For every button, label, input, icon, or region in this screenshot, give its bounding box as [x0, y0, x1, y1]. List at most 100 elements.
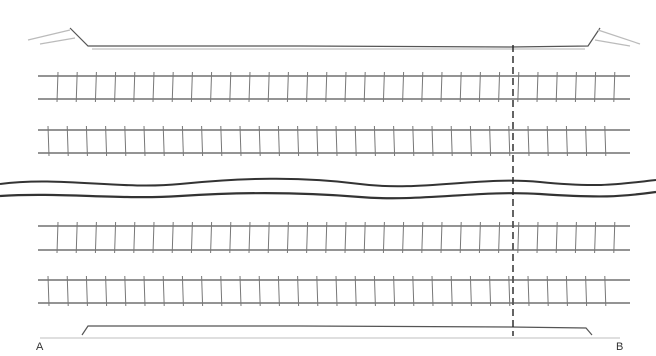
tie	[363, 71, 366, 103]
tie	[286, 221, 289, 254]
tie	[489, 125, 492, 157]
tie	[440, 71, 443, 103]
tie	[239, 275, 242, 307]
tie	[478, 221, 481, 254]
tie	[143, 125, 146, 157]
tie	[85, 125, 88, 157]
tie	[517, 71, 520, 103]
tie	[229, 221, 232, 254]
tie	[546, 125, 549, 157]
tie	[306, 71, 309, 103]
tie	[498, 71, 501, 103]
tie	[382, 221, 385, 254]
tie	[277, 275, 280, 307]
tie	[258, 275, 261, 307]
tie	[335, 125, 338, 157]
tie	[56, 71, 59, 103]
tie	[171, 71, 174, 103]
tie	[565, 125, 568, 157]
tie	[498, 221, 501, 254]
tie	[201, 125, 204, 157]
tie	[354, 275, 357, 307]
tie	[277, 125, 280, 157]
tie	[75, 71, 78, 103]
tie	[105, 125, 108, 157]
tie	[412, 275, 415, 307]
tie	[585, 275, 588, 307]
tie	[604, 125, 607, 157]
tie	[459, 221, 462, 254]
tie	[248, 221, 251, 254]
tie	[613, 71, 616, 103]
tie	[190, 71, 193, 103]
tie	[220, 275, 223, 307]
tie	[181, 275, 184, 307]
tie	[469, 275, 472, 307]
tie	[555, 71, 558, 103]
tie	[373, 275, 376, 307]
tie	[248, 71, 251, 103]
tie	[508, 275, 511, 307]
tie	[489, 275, 492, 307]
tie	[181, 125, 184, 157]
tie	[316, 125, 319, 157]
tie	[382, 71, 385, 103]
tie	[47, 275, 50, 307]
tie	[421, 71, 424, 103]
tie	[316, 275, 319, 307]
tie	[190, 221, 193, 254]
tie	[85, 275, 88, 307]
tie	[171, 221, 174, 254]
tie	[162, 275, 165, 307]
tie	[594, 221, 597, 254]
tie	[469, 125, 472, 157]
top-bar	[69, 27, 601, 48]
bottom-bar	[81, 325, 593, 336]
river-top	[0, 177, 656, 188]
tie	[325, 221, 328, 254]
tie	[201, 275, 204, 307]
tie	[133, 71, 136, 103]
river-bottom	[0, 190, 656, 200]
tie	[267, 221, 270, 254]
tie	[258, 125, 261, 157]
label-a: A	[36, 341, 44, 353]
tie	[306, 221, 309, 254]
tie	[344, 71, 347, 103]
tie	[94, 221, 97, 254]
tie	[604, 275, 607, 307]
tie	[613, 221, 616, 254]
tie	[114, 71, 117, 103]
tie	[450, 275, 453, 307]
tie	[574, 221, 577, 254]
tie	[124, 275, 127, 307]
tie	[75, 221, 78, 254]
tie	[421, 221, 424, 254]
tie	[267, 71, 270, 103]
tie	[152, 221, 155, 254]
tie	[594, 71, 597, 103]
tie	[431, 125, 434, 157]
tie	[440, 221, 443, 254]
tie	[402, 71, 405, 103]
tie	[354, 125, 357, 157]
tie	[393, 125, 396, 157]
tie	[363, 221, 366, 254]
tie	[527, 275, 530, 307]
tie	[450, 125, 453, 157]
tie	[152, 71, 155, 103]
tie	[66, 125, 69, 157]
tie	[344, 221, 347, 254]
tie	[585, 125, 588, 157]
tie	[66, 275, 69, 307]
tie	[555, 221, 558, 254]
tie	[162, 125, 165, 157]
tie	[297, 275, 300, 307]
hatch-left	[27, 29, 76, 45]
hatch-right	[594, 29, 641, 47]
tie	[133, 221, 136, 254]
tie	[47, 125, 50, 157]
tie	[220, 125, 223, 157]
